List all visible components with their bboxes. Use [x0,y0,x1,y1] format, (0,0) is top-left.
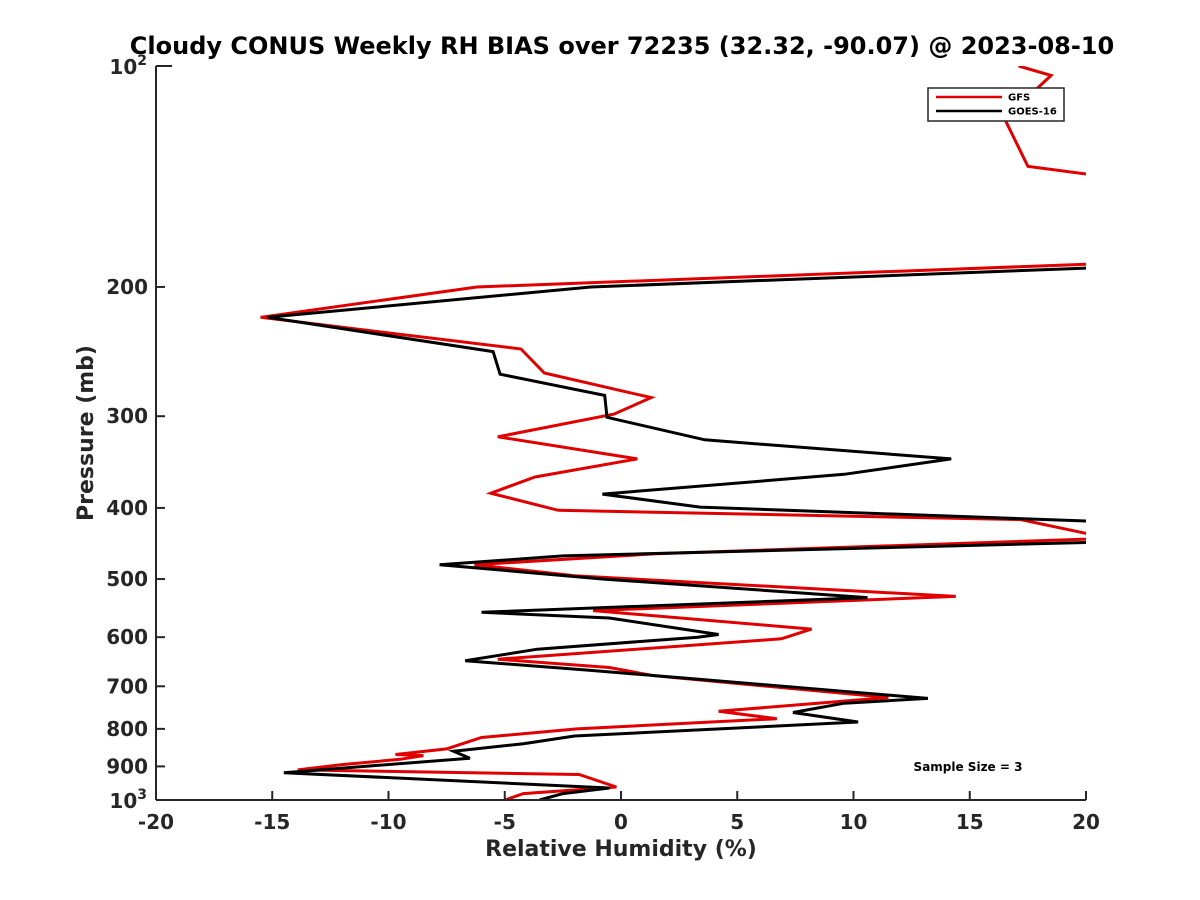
y-axis-label: Pressure (mb) [74,345,99,521]
y-tick-label: 300 [106,404,148,428]
x-tick-label: 20 [1072,810,1100,834]
y-major-tick-label: 103 [109,787,147,813]
y-major-tick-label: 102 [109,53,147,79]
y-axis-ticks: 200 300 400 500 600 700 800 900 102 103 [106,53,172,813]
x-tick-label: 5 [730,810,744,834]
x-tick-label: -5 [494,810,516,834]
legend-box [927,87,1065,122]
legend-label-gfs: GFS [1008,93,1030,104]
y-tick-label: 400 [106,496,148,520]
series-layer [260,66,1086,800]
y-tick-label: 200 [106,275,148,299]
y-tick-label: 900 [106,754,148,778]
legend: GFS GOES-16 [927,87,1065,122]
x-tick-label: -20 [138,810,174,834]
x-tick-label: 10 [840,810,868,834]
y-tick-label: 800 [106,717,148,741]
plot-axes [155,66,1086,801]
y-tick-label: 500 [106,567,148,591]
y-tick-label: 700 [106,674,148,698]
x-axis-label: Relative Humidity (%) [485,837,757,862]
y-tick-label: 600 [106,625,148,649]
sample-size-annotation: Sample Size = 3 [914,760,1023,774]
chart-title: Cloudy CONUS Weekly RH BIAS over 72235 (… [130,32,1114,60]
x-tick-label: 15 [956,810,984,834]
x-tick-label: -15 [254,810,290,834]
legend-label-goes16: GOES-16 [1008,107,1057,118]
series-line-gfs [260,66,1086,800]
x-tick-label: 0 [614,810,628,834]
series-line-goes16 [267,266,1086,800]
x-tick-label: -10 [370,810,406,834]
x-axis-ticks: -20 -15 -10 -5 0 5 10 15 20 [138,791,1100,834]
